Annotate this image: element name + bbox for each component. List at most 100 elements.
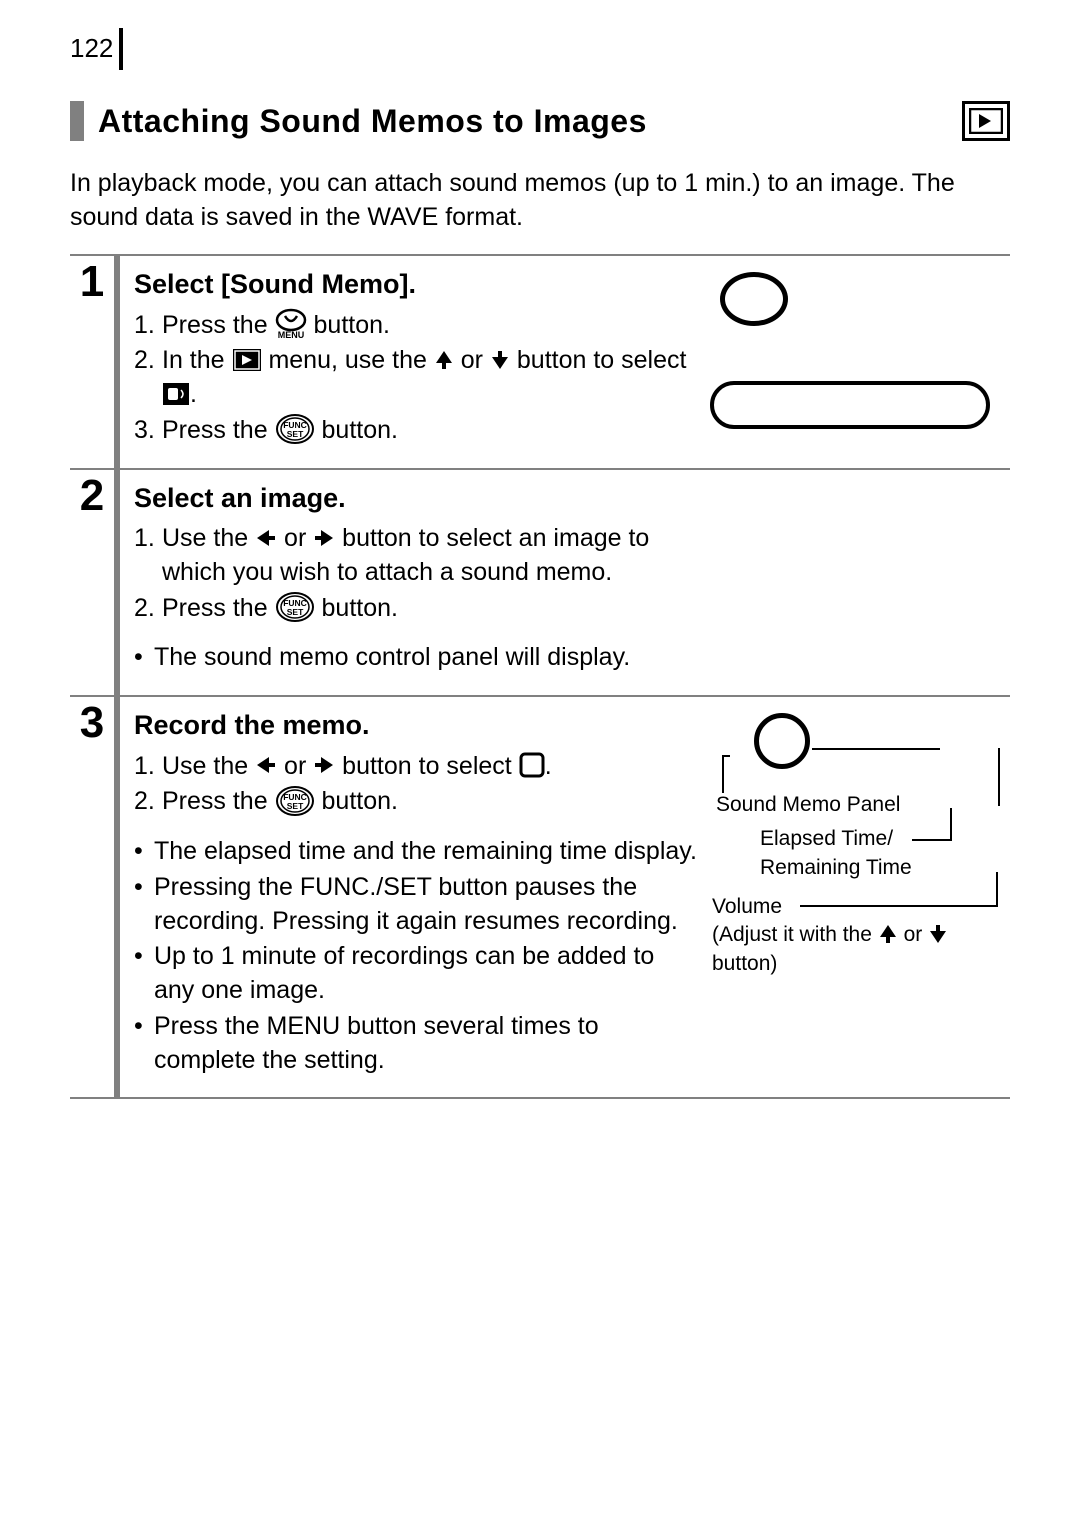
substep-content: Press the button. [162, 592, 700, 626]
substep-content: Use the or button to select an image to … [162, 522, 700, 590]
step-bullets: •The elapsed time and the remaining time… [134, 835, 700, 1077]
arrow-left-icon [255, 755, 277, 775]
func-set-icon [275, 591, 315, 623]
step-row: 1 Select [Sound Memo]. 1.Press the butto… [70, 256, 1010, 469]
section-header-left: Attaching Sound Memos to Images [70, 100, 647, 143]
step-bullets: •The sound memo control panel will displ… [134, 641, 700, 675]
substep: 1.Use the or button to select . [134, 750, 700, 784]
diagram-leader [800, 905, 998, 907]
step-heading: Select [Sound Memo]. [134, 266, 700, 302]
substep: 2.Press the button. [134, 785, 700, 819]
substep-number: 2. [134, 785, 162, 819]
intro-text: In playback mode, you can attach sound m… [70, 167, 1010, 235]
substep-content: Press the button. [162, 785, 700, 819]
diagram-leader [996, 872, 998, 907]
arrow-down-icon [490, 349, 510, 371]
bullet-item: •The sound memo control panel will displ… [134, 641, 700, 675]
step-heading: Select an image. [134, 480, 700, 516]
menu-button-icon [275, 308, 307, 340]
step-body: Record the memo. 1.Use the or button to … [120, 697, 1010, 1097]
diagram-leader [812, 748, 940, 750]
bullet-marker: • [134, 835, 154, 869]
arrow-left-icon [255, 528, 277, 548]
substep: 3.Press the button. [134, 414, 700, 448]
bullet-marker: • [134, 871, 154, 939]
section-header: Attaching Sound Memos to Images [70, 100, 1010, 143]
page-number-wrap: 122 [70, 28, 1010, 70]
step-aside: Sound Memo Panel Elapsed Time/Remaining … [710, 707, 1010, 1079]
func-set-icon [275, 413, 315, 445]
arrow-up-icon [434, 349, 454, 371]
bullet-item: •Press the MENU button several times to … [134, 1010, 700, 1078]
step-row: 2 Select an image. 1.Use the or button t… [70, 470, 1010, 697]
bullet-item: •Up to 1 minute of recordings can be add… [134, 940, 700, 1008]
step-text: Select an image. 1.Use the or button to … [134, 480, 710, 677]
substep-number: 1. [134, 750, 162, 784]
substep-number: 2. [134, 592, 162, 626]
substep-content: Use the or button to select . [162, 750, 700, 784]
play-menu-icon [232, 348, 262, 372]
aside-placeholder-circle [720, 272, 788, 326]
arrow-up-icon [878, 923, 898, 945]
diagram-leader [998, 748, 1000, 806]
section-title: Attaching Sound Memos to Images [98, 100, 647, 143]
step-text: Record the memo. 1.Use the or button to … [134, 707, 710, 1079]
step-body: Select [Sound Memo]. 1.Press the button.… [120, 256, 1010, 467]
substeps: 1.Use the or button to select .2.Press t… [134, 750, 700, 820]
sound-memo-diagram: Sound Memo Panel Elapsed Time/Remaining … [710, 713, 1000, 1003]
step-number: 3 [70, 701, 114, 745]
steps-table: 1 Select [Sound Memo]. 1.Press the butto… [70, 254, 1010, 1099]
step-number: 1 [70, 260, 114, 304]
substep: 2.Press the button. [134, 592, 700, 626]
aside-placeholder-pill [710, 381, 990, 429]
bullet-marker: • [134, 940, 154, 1008]
step-number-column: 3 [70, 697, 120, 1097]
step-aside [710, 480, 1010, 677]
substep-content: In the menu, use the or button to select… [162, 344, 700, 412]
func-set-icon [275, 785, 315, 817]
substep: 1.Press the button. [134, 309, 700, 343]
substep: 1.Use the or button to select an image t… [134, 522, 700, 590]
step-aside [710, 266, 1010, 449]
step-row: 3 Record the memo. 1.Use the or button t… [70, 697, 1010, 1097]
bullet-item: •The elapsed time and the remaining time… [134, 835, 700, 869]
diagram-circle [754, 713, 810, 769]
step-number: 2 [70, 474, 114, 518]
bullet-text: Press the MENU button several times to c… [154, 1010, 700, 1078]
record-icon [519, 752, 545, 778]
diagram-leader [912, 839, 952, 841]
diagram-leader [950, 808, 952, 841]
step-text: Select [Sound Memo]. 1.Press the button.… [134, 266, 710, 449]
substep-number: 1. [134, 522, 162, 590]
substep-content: Press the button. [162, 414, 700, 448]
substep-number: 2. [134, 344, 162, 412]
diagram-label-panel: Sound Memo Panel [716, 791, 900, 819]
step-body: Select an image. 1.Use the or button to … [120, 470, 1010, 695]
sound-memo-icon [162, 382, 190, 406]
arrow-down-icon [928, 923, 948, 945]
step-heading: Record the memo. [134, 707, 700, 743]
header-accent-bar [70, 101, 84, 141]
page-number: 122 [70, 28, 123, 70]
diagram-label-adjust: (Adjust it with the or button) [712, 921, 1000, 978]
bullet-text: The sound memo control panel will displa… [154, 641, 700, 675]
arrow-right-icon [313, 755, 335, 775]
step-number-column: 1 [70, 256, 120, 467]
bullet-text: The elapsed time and the remaining time … [154, 835, 700, 869]
diagram-label-volume: Volume [712, 893, 782, 921]
bullet-text: Pressing the FUNC./SET button pauses the… [154, 871, 700, 939]
playback-mode-icon [962, 101, 1010, 141]
substeps: 1.Press the button.2.In the menu, use th… [134, 309, 700, 448]
step-number-column: 2 [70, 470, 120, 695]
diagram-label-elapsed: Elapsed Time/Remaining Time [760, 825, 912, 882]
arrow-right-icon [313, 528, 335, 548]
bullet-text: Up to 1 minute of recordings can be adde… [154, 940, 700, 1008]
substep-number: 3. [134, 414, 162, 448]
substeps: 1.Use the or button to select an image t… [134, 522, 700, 625]
bullet-marker: • [134, 1010, 154, 1078]
substep: 2.In the menu, use the or button to sele… [134, 344, 700, 412]
substep-number: 1. [134, 309, 162, 343]
bullet-marker: • [134, 641, 154, 675]
diagram-bracket [722, 755, 730, 793]
bullet-item: •Pressing the FUNC./SET button pauses th… [134, 871, 700, 939]
